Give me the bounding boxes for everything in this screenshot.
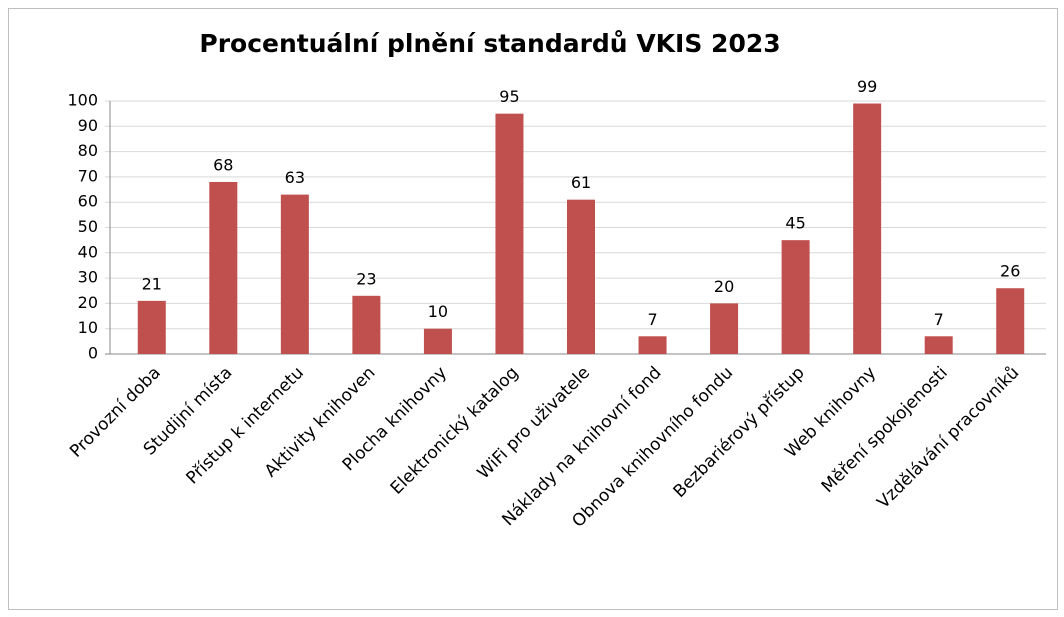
value-label: 95: [499, 87, 519, 106]
bar: [853, 103, 882, 354]
y-tick-label: 0: [88, 344, 98, 363]
chart-frame: [8, 8, 1058, 610]
bar: [710, 303, 739, 354]
value-label: 63: [285, 168, 305, 187]
value-label: 7: [934, 310, 944, 329]
bar: [781, 240, 810, 354]
value-label: 45: [785, 214, 805, 233]
value-label: 7: [647, 310, 657, 329]
bar: [996, 288, 1025, 354]
y-tick-label: 50: [78, 217, 98, 236]
y-tick-label: 10: [78, 318, 98, 337]
bar: [137, 300, 166, 354]
y-tick-label: 90: [78, 116, 98, 135]
y-tick-label: 40: [78, 242, 98, 261]
value-label: 23: [356, 269, 376, 288]
y-tick-label: 60: [78, 192, 98, 211]
bar: [352, 295, 381, 354]
y-tick-label: 100: [67, 91, 98, 110]
value-label: 26: [1000, 262, 1020, 281]
value-label: 61: [571, 173, 591, 192]
bar: [495, 113, 524, 355]
y-tick-label: 80: [78, 141, 98, 160]
y-tick-label: 70: [78, 166, 98, 185]
value-label: 21: [142, 274, 162, 293]
value-label: 68: [213, 155, 233, 174]
bar: [423, 328, 452, 354]
bar: [567, 199, 595, 354]
bar: [280, 194, 309, 354]
value-label: 99: [857, 77, 877, 96]
bar: [209, 181, 238, 354]
y-tick-label: 20: [78, 293, 98, 312]
value-label: 10: [428, 302, 448, 321]
bar: [638, 336, 667, 354]
chart-title: Procentuální plnění standardů VKIS 2023: [199, 29, 780, 58]
y-tick-label: 30: [78, 268, 98, 287]
bar: [924, 336, 953, 354]
value-label: 20: [714, 277, 734, 296]
